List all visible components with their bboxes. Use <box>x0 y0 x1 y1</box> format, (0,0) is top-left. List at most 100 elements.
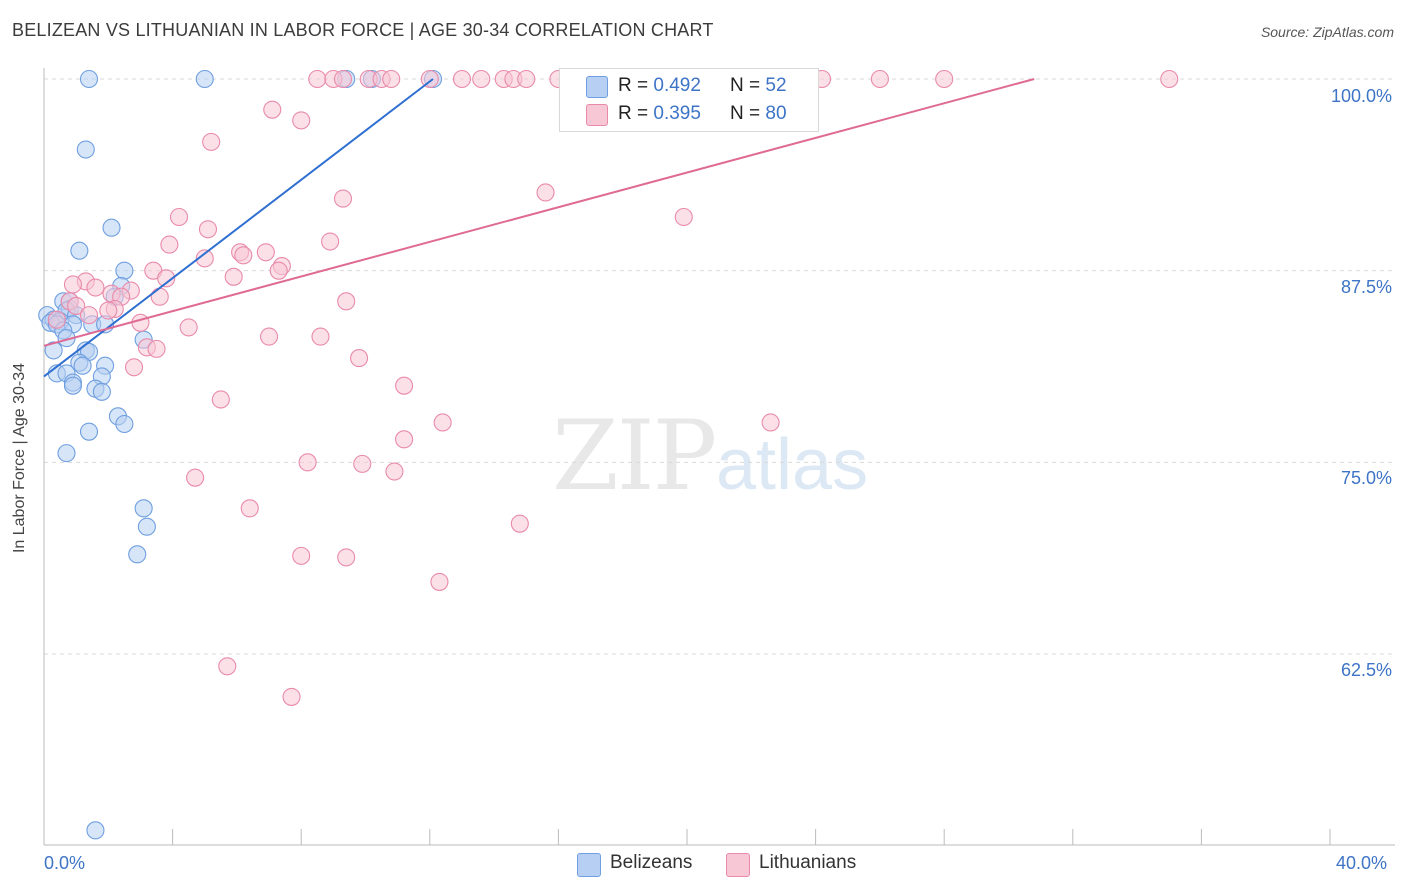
belizean-point <box>137 517 156 536</box>
legend-n-label: N = <box>730 75 761 96</box>
stats-legend: R = 0.492 N = 52 R = 0.395 N = 80 <box>559 68 819 132</box>
lithuanian-point <box>536 183 555 202</box>
legend-swatch-belizeans <box>586 76 608 98</box>
lithuanian-point <box>124 358 144 377</box>
legend-swatch-lithuanians <box>586 104 608 126</box>
lithuanian-point <box>395 376 414 395</box>
lithuanian-point <box>311 327 330 346</box>
belizean-point <box>44 341 63 360</box>
watermark-zip: ZIP <box>552 400 717 512</box>
lithuanian-point <box>218 657 237 676</box>
lithuanian-point <box>259 327 279 346</box>
lithuanian-point <box>385 462 404 481</box>
lithuanian-point <box>292 546 311 565</box>
lithuanian-point <box>308 69 327 89</box>
belizean-point <box>102 218 121 237</box>
lithuanian-point <box>99 301 118 320</box>
lithuanian-point <box>186 468 205 487</box>
chart-source: Source: ZipAtlas.com <box>1260 24 1394 40</box>
legend-n-value: 52 <box>765 75 787 96</box>
lithuanian-point <box>169 207 189 227</box>
lithuanian-point <box>935 69 954 89</box>
lithuanian-point <box>337 292 356 311</box>
belizean-point <box>57 444 76 463</box>
belizean-point <box>79 422 99 441</box>
legend-n-value: 80 <box>765 103 787 124</box>
lithuanian-point <box>256 243 275 262</box>
legend-row-belizeans: R = 0.492 N = 52 <box>560 73 818 99</box>
bottom-legend-lithuanians: Lithuanians <box>759 852 857 873</box>
lithuanian-point <box>333 189 353 208</box>
belizean-point <box>115 414 134 434</box>
lithuanian-point <box>353 454 372 473</box>
lithuanian-point <box>157 269 176 288</box>
lithuanian-point <box>63 275 82 294</box>
legend-r-label: R = <box>618 75 649 96</box>
lithuanian-point <box>160 235 179 254</box>
lithuanian-point <box>452 69 472 89</box>
belizean-point <box>86 821 105 840</box>
bottom-legend-swatch-belizeans <box>577 853 601 877</box>
lithuanian-point <box>395 430 414 449</box>
legend-r-value: 0.395 <box>653 103 701 124</box>
lithuanian-point <box>198 220 218 239</box>
lithuanian-point <box>240 499 259 518</box>
y-tick-label-75: 75.0% <box>1340 468 1392 488</box>
belizean-point <box>63 376 82 395</box>
lithuanian-point <box>298 453 317 472</box>
belizean-point <box>76 140 95 159</box>
bottom-legend-belizeans: Belizeans <box>610 852 693 873</box>
lithuanian-point <box>179 318 198 337</box>
lithuanian-point <box>870 69 889 89</box>
lithuanian-point <box>147 339 166 358</box>
lithuanian-point <box>195 249 214 268</box>
legend-n-lithuanians: N = 80 <box>730 103 787 125</box>
lithuanian-point <box>1160 69 1179 89</box>
belizean-point <box>92 382 111 401</box>
lithuanian-point <box>761 413 780 432</box>
lithuanian-point <box>131 313 150 332</box>
legend-r-lithuanians: R = 0.395 <box>618 103 701 125</box>
legend-r-belizeans: R = 0.492 <box>618 75 701 97</box>
lithuanian-point <box>263 100 282 119</box>
y-tick-label-62-5: 62.5% <box>1340 660 1392 680</box>
watermark-atlas: atlas <box>716 425 869 505</box>
lithuanian-point <box>674 207 693 227</box>
lithuanian-point <box>433 413 452 432</box>
lithuanian-point <box>150 287 169 306</box>
lithuanian-point <box>47 310 66 329</box>
lithuanian-point <box>337 548 356 567</box>
lithuanian-point <box>79 306 99 325</box>
belizean-point <box>134 499 153 518</box>
belizean-trend-line <box>43 78 434 378</box>
belizean-point <box>195 69 214 89</box>
bottom-legend-swatch-lithuanians <box>726 853 750 877</box>
lithuanian-point <box>234 246 253 265</box>
belizean-point <box>128 545 147 564</box>
lithuanian-point <box>269 261 288 280</box>
y-tick-label-100: 100.0% <box>1330 86 1392 106</box>
lithuanian-point <box>202 132 221 151</box>
lithuanian-trend-line <box>43 78 1035 347</box>
lithuanian-point <box>517 69 536 89</box>
lithuanian-point <box>321 232 340 251</box>
belizean-point <box>79 69 99 89</box>
lithuanian-point <box>472 69 491 89</box>
chart-title: BELIZEAN VS LITHUANIAN IN LABOR FORCE | … <box>12 20 714 40</box>
legend-n-belizeans: N = 52 <box>730 75 787 97</box>
lithuanian-point <box>67 296 86 315</box>
lithuanian-point <box>211 390 230 409</box>
legend-n-label: N = <box>730 103 761 124</box>
lithuanian-point <box>333 69 353 89</box>
lithuanian-point <box>282 687 301 706</box>
lithuanian-point <box>224 267 243 286</box>
legend-r-label: R = <box>618 103 649 124</box>
lithuanian-point <box>350 349 369 368</box>
y-tick-label-87-5: 87.5% <box>1340 277 1392 297</box>
lithuanian-point <box>420 69 439 89</box>
x-tick-label-min: 0.0% <box>44 853 86 873</box>
lithuanian-point <box>510 514 529 533</box>
lithuanian-point <box>382 69 401 89</box>
belizean-point <box>73 356 92 375</box>
